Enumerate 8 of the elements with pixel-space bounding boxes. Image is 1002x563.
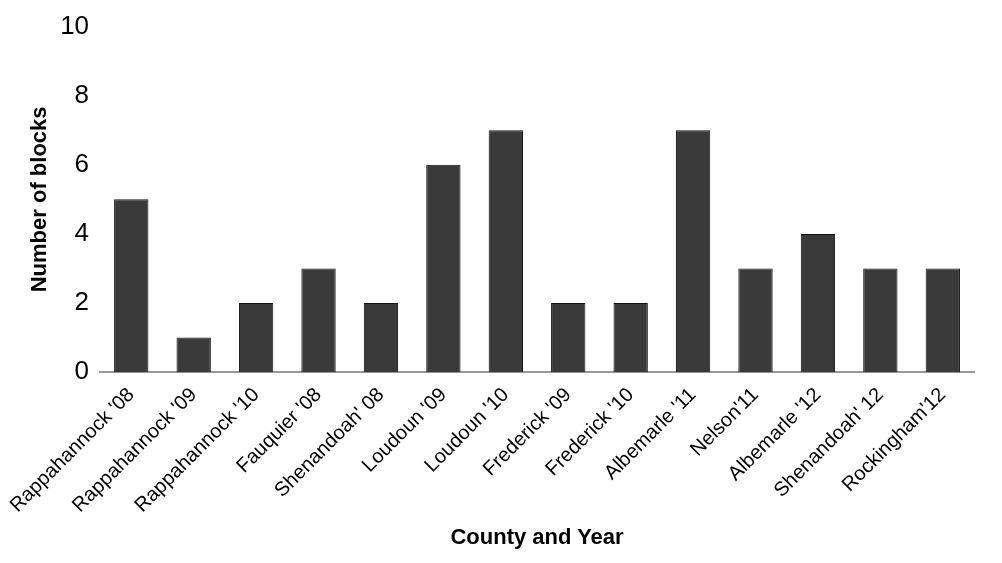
- y-tick-label: 8: [74, 78, 90, 109]
- y-tick-label: 0: [74, 355, 90, 386]
- y-tick-label: 2: [74, 286, 90, 317]
- y-axis-title: Number of blocks: [25, 106, 51, 293]
- x-axis-title: County and Year: [450, 523, 625, 549]
- y-tick-label: 10: [60, 9, 90, 40]
- y-tick-label: 4: [74, 217, 90, 248]
- y-tick-label: 6: [74, 147, 90, 178]
